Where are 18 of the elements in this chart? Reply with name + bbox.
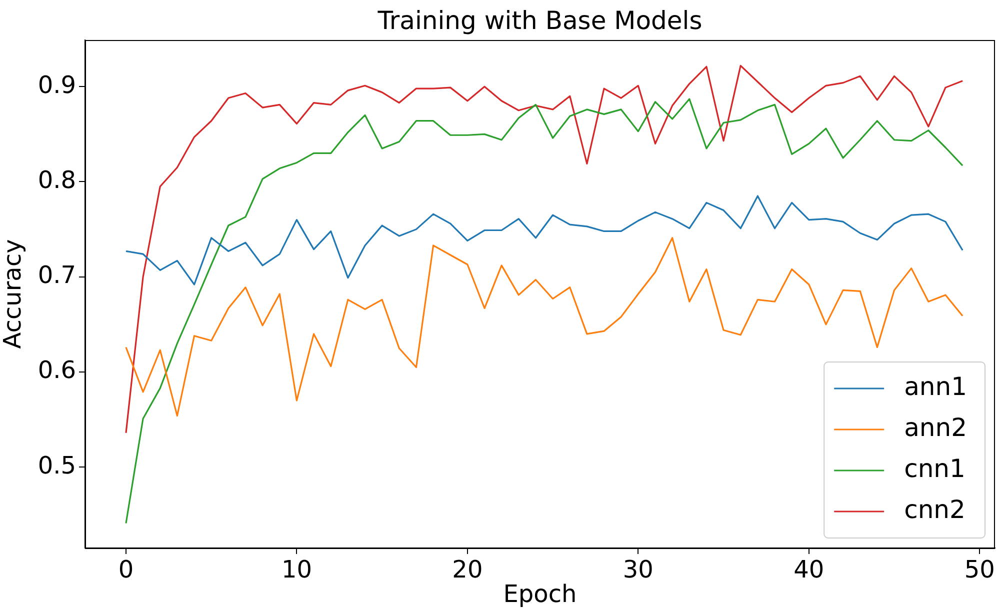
chart-title: Training with Base Models (376, 6, 702, 35)
x-tick-label: 40 (794, 556, 824, 584)
x-tick-label: 50 (964, 556, 995, 584)
legend-label: ann2 (904, 413, 968, 442)
x-tick-label: 0 (118, 556, 134, 584)
legend-label: cnn2 (904, 495, 966, 524)
x-tick-label: 10 (281, 556, 312, 584)
y-axis-title: Accuracy (0, 239, 27, 349)
y-tick-label: 0.9 (38, 70, 76, 99)
y-tick-label: 0.6 (38, 356, 76, 384)
y-tick-label: 0.7 (38, 261, 76, 290)
x-tick-label: 20 (452, 556, 483, 584)
y-tick-label: 0.5 (38, 451, 76, 480)
x-tick-label: 30 (622, 556, 654, 584)
legend-label: ann1 (904, 372, 968, 401)
y-tick-label: 0.8 (38, 166, 76, 194)
x-axis-title: Epoch (503, 580, 577, 608)
legend-label: cnn1 (904, 454, 966, 483)
